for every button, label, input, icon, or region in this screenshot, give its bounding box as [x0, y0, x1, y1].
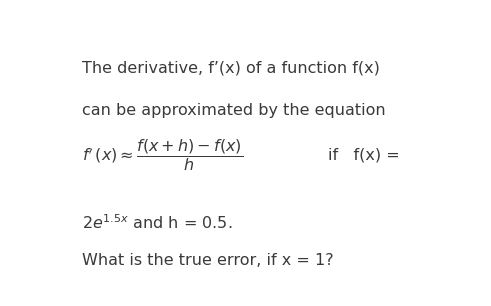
- Text: What is the true error, if x = 1?: What is the true error, if x = 1?: [82, 253, 334, 268]
- Text: $2e^{1.5x}$ and h = 0.5.: $2e^{1.5x}$ and h = 0.5.: [82, 214, 233, 232]
- Text: $f^{\prime}\,(x) \approx \dfrac{f(x+h) - f(x)}{h}$: $f^{\prime}\,(x) \approx \dfrac{f(x+h) -…: [82, 136, 244, 173]
- Text: The derivative, f’(x) of a function f(x): The derivative, f’(x) of a function f(x): [82, 60, 380, 75]
- Text: if   f(x) =: if f(x) =: [328, 147, 400, 162]
- Text: can be approximated by the equation: can be approximated by the equation: [82, 103, 386, 118]
